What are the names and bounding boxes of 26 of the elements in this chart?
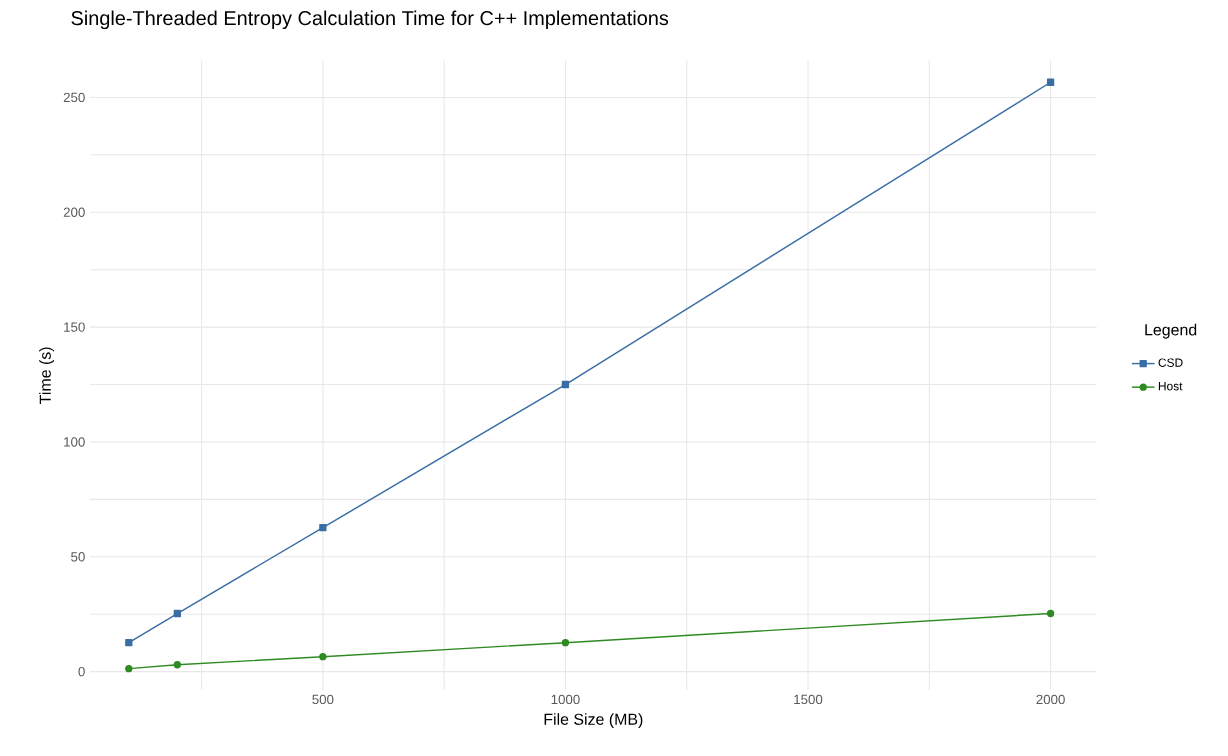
chart-title: Single-Threaded Entropy Calculation Time for C++ Implementations [71,10,669,30]
x-tick-label: 1000 [551,694,580,705]
point [319,523,327,532]
y-tick-label: 200 [63,207,85,217]
x-axis-title: File Size (MB) [544,713,643,729]
point [561,639,570,647]
x-tick-label: 2000 [1036,694,1065,705]
point [319,653,327,661]
y-tick-label: 100 [64,437,85,447]
x-tick-label: 1500 [794,694,823,705]
point [173,661,181,669]
y-tick-label: 150 [64,322,85,332]
point [125,664,133,673]
point [1046,609,1055,618]
y-axis-title: Time (s) [39,347,55,404]
y-tick-label: 50 [71,552,85,562]
legend-label: CSD [1158,358,1183,367]
point [125,639,133,647]
y-tick-label: 250 [63,92,85,103]
legend-label: Host [1158,382,1183,391]
point [561,380,570,389]
x-tick-label: 500 [312,694,334,705]
legend-title: Legend [1145,323,1197,339]
point [1046,78,1055,86]
point [173,609,181,618]
y-tick-label: 0 [78,666,85,677]
